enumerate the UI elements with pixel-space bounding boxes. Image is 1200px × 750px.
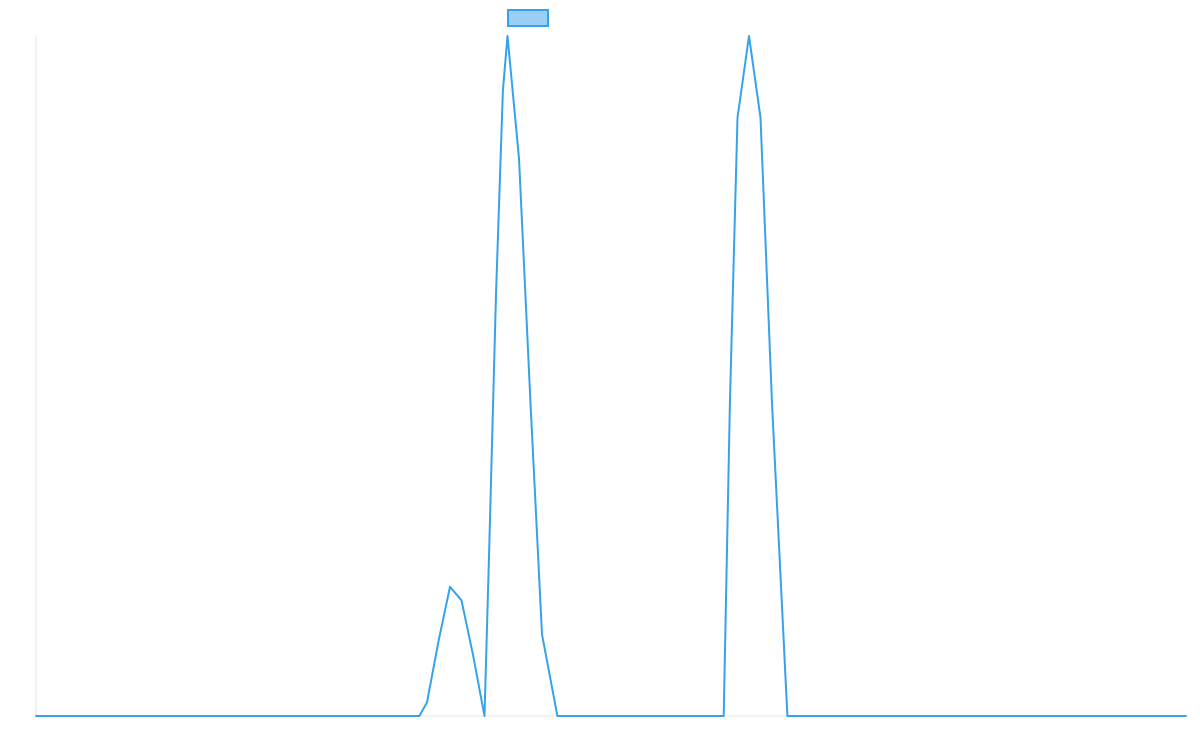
axes-group	[35, 36, 1186, 717]
series-line-1[interactable]	[35, 35, 1187, 717]
legend[interactable]	[507, 9, 549, 27]
legend-swatch-series-1[interactable]	[507, 9, 549, 27]
series-group	[35, 35, 1187, 717]
